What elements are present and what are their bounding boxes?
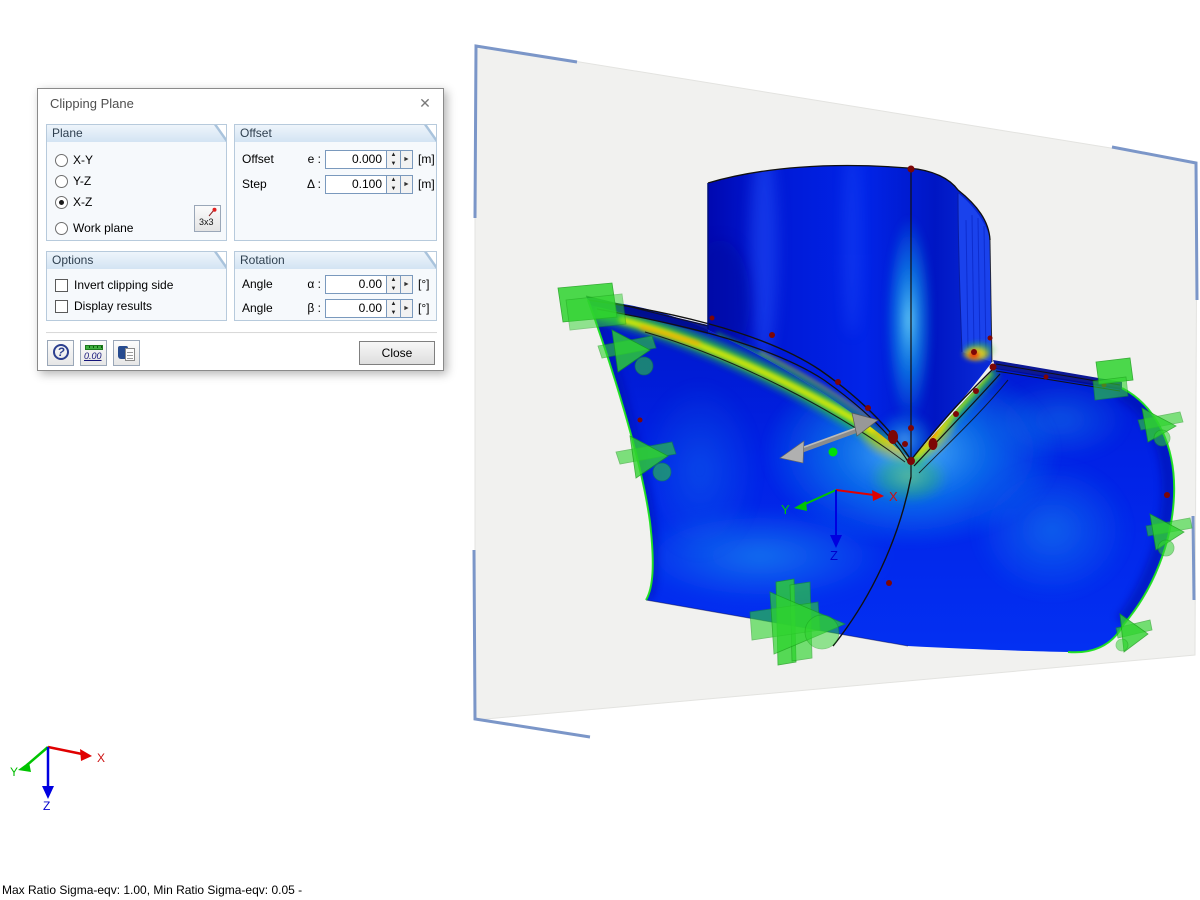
dialog-separator: [46, 332, 437, 334]
workplane-icon-text: 3x3: [199, 217, 214, 227]
plane-group-header: Plane: [47, 125, 226, 142]
angle-beta-input[interactable]: 0.00: [325, 299, 387, 318]
offset-spinner: ▲ ▼: [387, 150, 401, 169]
offset-group-header: Offset: [235, 125, 436, 142]
step-row-label: Step: [242, 177, 267, 191]
invert-clipping-label: Invert clipping side: [74, 278, 174, 292]
clipping-plane-dialog: Clipping Plane ✕ Plane X-Y Y-Z X-Z Work …: [37, 88, 444, 371]
comment-button[interactable]: [113, 340, 140, 366]
spin-up-icon[interactable]: ▲: [390, 177, 397, 183]
help-icon: ?: [53, 344, 69, 360]
beta-detail-arrow-button[interactable]: ►: [401, 299, 413, 318]
options-group: Options Invert clipping side Display res…: [46, 251, 227, 321]
alpha-detail-arrow-button[interactable]: ►: [401, 275, 413, 294]
spin-up-icon[interactable]: ▲: [390, 277, 397, 283]
radio-xy[interactable]: X-Y: [55, 152, 93, 168]
spin-down-icon[interactable]: ▼: [390, 309, 397, 316]
dialog-title: Clipping Plane: [50, 96, 134, 111]
offset-unit: [m]: [418, 152, 435, 166]
step-input[interactable]: 0.100: [325, 175, 387, 194]
model-axes-triad: X Y Z: [781, 489, 898, 563]
step-unit: [m]: [418, 177, 435, 191]
radio-circle[interactable]: [55, 153, 68, 167]
offset-input[interactable]: 0.000: [325, 150, 387, 169]
offset-direction-arrow[interactable]: [779, 412, 879, 464]
radio-workplane[interactable]: Work plane: [55, 220, 133, 236]
comment-icon: [118, 346, 128, 359]
ruler-icon: [85, 345, 103, 350]
step-spinner: ▲ ▼: [387, 175, 401, 194]
support-symbols: [557, 282, 1193, 666]
radio-circle[interactable]: [55, 221, 68, 235]
offset-symbol: e :: [307, 152, 321, 166]
alpha-symbol: α :: [307, 277, 321, 291]
checkbox[interactable]: [55, 278, 68, 292]
display-results-label: Display results: [74, 299, 153, 313]
offset-detail-arrow-button[interactable]: ►: [401, 150, 413, 169]
spin-down-icon[interactable]: ▼: [390, 160, 397, 167]
step-symbol: Δ :: [306, 177, 321, 191]
units-icon-text: 0.00: [84, 351, 102, 361]
spin-up-icon[interactable]: ▲: [390, 152, 397, 158]
spin-up-icon[interactable]: ▲: [390, 301, 397, 307]
help-button[interactable]: ?: [47, 340, 74, 366]
plane-group: Plane X-Y Y-Z X-Z Work plane 3x3: [46, 124, 227, 241]
beta-spinner: ▲ ▼: [387, 299, 401, 318]
offset-group: Offset Offset e : 0.000 ▲ ▼ ► [m] Step Δ…: [234, 124, 437, 241]
right-wing-edge: [993, 360, 1122, 390]
offset-row-label: Offset: [242, 152, 274, 166]
model-axis-y-label: Y: [781, 502, 790, 517]
beta-unit: [°]: [418, 301, 430, 315]
rotation-group: Rotation Angle α : 0.00 ▲ ▼ ► [°] Angle …: [234, 251, 437, 321]
comment-page-icon: [125, 348, 135, 361]
angle-alpha-label: Angle: [242, 277, 273, 291]
radio-circle-selected[interactable]: [55, 195, 68, 209]
model-edge-lines: [585, 164, 1121, 647]
radio-circle[interactable]: [55, 174, 68, 188]
display-results-checkbox-row[interactable]: Display results: [55, 298, 152, 314]
alpha-spinner: ▲ ▼: [387, 275, 401, 294]
radio-yz-label: Y-Z: [73, 174, 92, 188]
radio-workplane-label: Work plane: [73, 221, 134, 235]
radio-yz[interactable]: Y-Z: [55, 173, 91, 189]
units-settings-button[interactable]: 0.00: [80, 340, 107, 366]
radio-xy-label: X-Y: [73, 153, 94, 167]
global-axis-x-label: X: [97, 751, 105, 765]
invert-clipping-checkbox-row[interactable]: Invert clipping side: [55, 277, 173, 293]
clipping-plane-corner-brackets: [472, 44, 1199, 739]
model-axis-x-label: X: [889, 489, 898, 504]
global-axes-triad: X Y Z: [10, 745, 105, 813]
close-icon[interactable]: ✕: [419, 95, 431, 111]
spin-down-icon[interactable]: ▼: [390, 185, 397, 192]
grip-point[interactable]: [828, 447, 838, 457]
global-axis-z-label: Z: [43, 799, 50, 813]
step-detail-arrow-button[interactable]: ►: [401, 175, 413, 194]
options-group-header: Options: [47, 252, 226, 269]
angle-alpha-input[interactable]: 0.00: [325, 275, 387, 294]
alpha-unit: [°]: [418, 277, 430, 291]
radio-xz[interactable]: X-Z: [55, 194, 92, 210]
radio-xz-label: X-Z: [73, 195, 93, 209]
checkbox[interactable]: [55, 299, 68, 313]
spin-down-icon[interactable]: ▼: [390, 285, 397, 292]
beta-symbol: β :: [307, 301, 321, 315]
workplane-picker-button[interactable]: 3x3: [194, 205, 221, 232]
angle-beta-label: Angle: [242, 301, 273, 315]
status-bar-text: Max Ratio Sigma-eqv: 1.00, Min Ratio Sig…: [2, 883, 303, 897]
model-axis-z-label: Z: [830, 548, 838, 563]
pin-icon: [208, 207, 217, 217]
global-axis-y-label: Y: [10, 765, 18, 779]
close-button[interactable]: Close: [359, 341, 435, 365]
rotation-group-header: Rotation: [235, 252, 436, 269]
